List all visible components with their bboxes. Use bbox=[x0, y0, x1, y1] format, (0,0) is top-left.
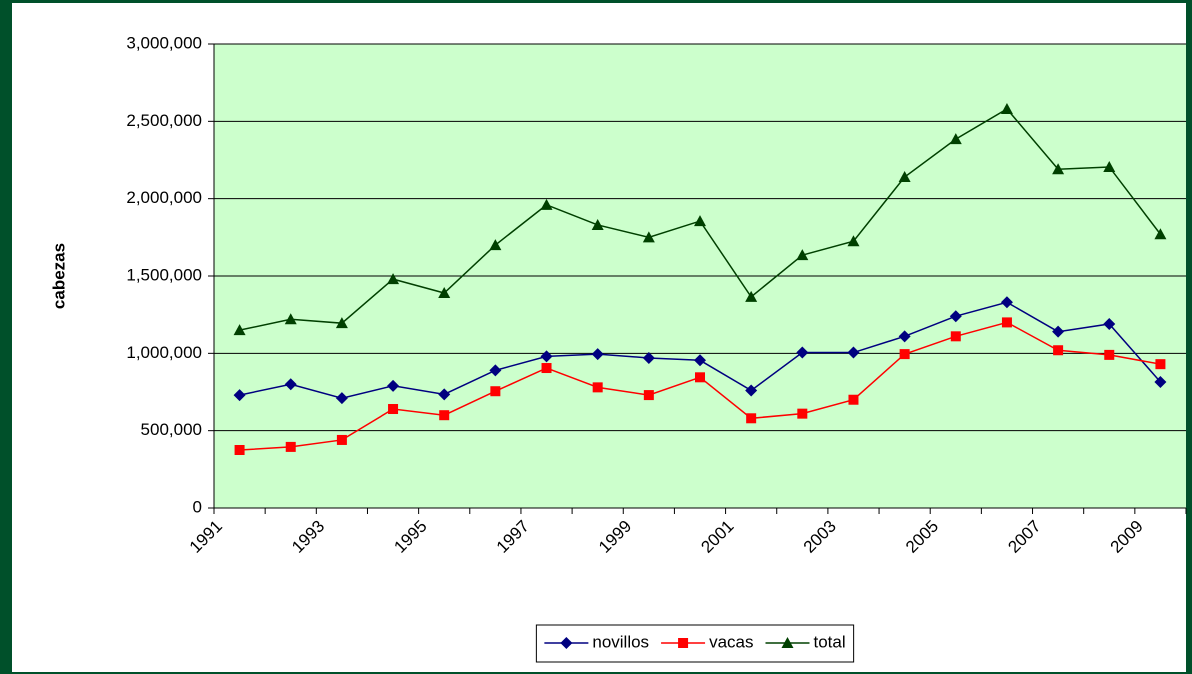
data-point bbox=[439, 410, 450, 421]
data-point bbox=[336, 434, 347, 445]
legend-item: novillos bbox=[544, 632, 649, 651]
data-point bbox=[694, 215, 706, 227]
data-point bbox=[642, 351, 655, 364]
legend-label: total bbox=[813, 632, 845, 651]
y-axis-label: cabezas bbox=[49, 243, 68, 309]
data-point bbox=[847, 346, 860, 359]
legend-item: vacas bbox=[661, 632, 753, 651]
data-point bbox=[489, 364, 502, 377]
data-point bbox=[745, 290, 758, 302]
data-point bbox=[541, 363, 552, 374]
data-point bbox=[1103, 160, 1116, 172]
data-point bbox=[335, 317, 348, 329]
data-point bbox=[746, 413, 757, 424]
data-point bbox=[848, 394, 859, 405]
data-point bbox=[1052, 163, 1065, 175]
data-point bbox=[540, 198, 553, 210]
data-point bbox=[949, 310, 962, 323]
data-point bbox=[1053, 345, 1064, 356]
data-point bbox=[1154, 375, 1167, 388]
data-point bbox=[490, 386, 501, 397]
data-point bbox=[285, 441, 296, 452]
legend-item: total bbox=[765, 632, 846, 651]
y-tick-label: 500,000 bbox=[141, 420, 202, 439]
data-point bbox=[233, 324, 246, 336]
data-point bbox=[284, 313, 297, 325]
legend-label: novillos bbox=[592, 632, 649, 651]
data-point bbox=[1000, 296, 1013, 309]
data-point bbox=[438, 388, 451, 401]
data-point bbox=[592, 382, 603, 393]
y-tick-label: 2,000,000 bbox=[126, 188, 202, 207]
data-point bbox=[1155, 359, 1166, 370]
data-point bbox=[1154, 228, 1167, 240]
y-tick-label: 0 bbox=[193, 497, 202, 516]
data-point bbox=[1103, 317, 1116, 330]
data-point bbox=[335, 392, 348, 405]
data-point bbox=[1052, 325, 1065, 338]
data-point bbox=[1000, 102, 1013, 114]
data-point bbox=[847, 235, 860, 247]
data-point bbox=[642, 231, 655, 243]
data-point bbox=[694, 354, 706, 367]
data-point bbox=[233, 389, 246, 402]
legend-marker bbox=[560, 637, 573, 649]
data-point bbox=[796, 249, 809, 261]
data-point bbox=[489, 239, 502, 251]
data-point bbox=[695, 372, 705, 383]
data-point bbox=[643, 390, 654, 401]
y-tick-label: 1,500,000 bbox=[126, 265, 202, 284]
legend-marker bbox=[678, 638, 689, 648]
data-point bbox=[1001, 317, 1012, 328]
legend-label: vacas bbox=[709, 632, 753, 651]
data-point bbox=[796, 346, 809, 359]
data-point bbox=[1104, 349, 1115, 360]
data-point bbox=[540, 350, 553, 363]
data-point bbox=[234, 445, 245, 455]
y-tick-label: 3,000,000 bbox=[126, 33, 202, 52]
data-point bbox=[898, 171, 911, 183]
data-point bbox=[950, 331, 961, 342]
data-point bbox=[898, 330, 911, 343]
legend-marker bbox=[781, 637, 794, 648]
data-point bbox=[591, 348, 604, 361]
data-point bbox=[284, 378, 297, 391]
data-point bbox=[388, 404, 399, 415]
data-point bbox=[949, 133, 962, 145]
data-point bbox=[797, 408, 808, 419]
data-point bbox=[387, 379, 400, 392]
data-point bbox=[438, 287, 451, 299]
y-tick-label: 2,500,000 bbox=[126, 111, 202, 130]
data-point bbox=[899, 349, 910, 360]
legend: novillos vacas total bbox=[535, 624, 855, 663]
data-point bbox=[591, 218, 604, 230]
data-point bbox=[745, 384, 758, 397]
data-point bbox=[387, 273, 400, 285]
y-tick-label: 1,000,000 bbox=[126, 343, 202, 362]
